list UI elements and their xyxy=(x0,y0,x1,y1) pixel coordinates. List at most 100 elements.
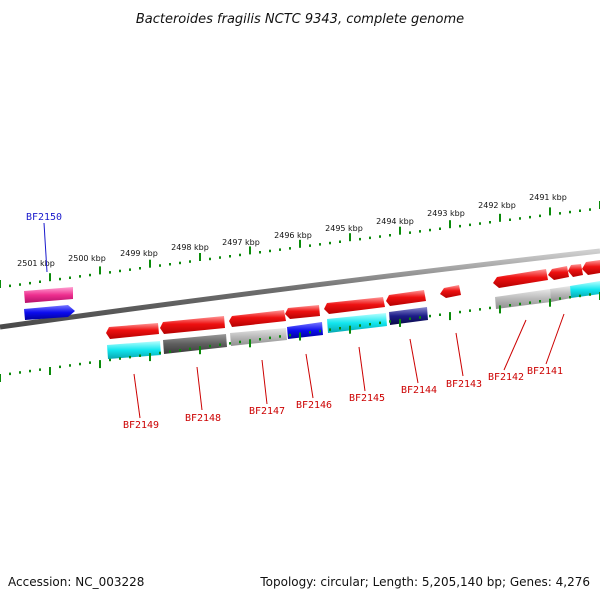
minor-tick xyxy=(419,316,421,319)
major-tick xyxy=(49,367,51,375)
gene-arrow[interactable] xyxy=(440,285,461,298)
minor-tick xyxy=(559,212,561,215)
minor-tick xyxy=(189,347,191,351)
minor-tick xyxy=(289,247,291,250)
gene-arrow[interactable] xyxy=(106,323,159,339)
gene-arrow[interactable] xyxy=(550,286,571,302)
minor-tick xyxy=(359,324,361,327)
minor-tick xyxy=(439,227,441,230)
minor-tick xyxy=(139,267,141,270)
major-tick xyxy=(149,259,151,268)
major-tick xyxy=(499,213,501,222)
gene-arrow[interactable] xyxy=(285,305,320,319)
minor-tick xyxy=(479,222,481,225)
minor-tick xyxy=(369,323,371,326)
minor-tick xyxy=(29,369,31,373)
minor-tick xyxy=(39,368,41,371)
gene-label-bf2147[interactable]: BF2147 xyxy=(249,406,285,417)
ruler-label: 2491 kbp xyxy=(529,193,567,202)
minor-tick xyxy=(179,261,181,265)
gene-arrow[interactable] xyxy=(24,287,73,303)
genome-title: Bacteroides fragilis NCTC 9343, complete… xyxy=(136,12,464,27)
major-tick xyxy=(299,332,301,341)
minor-tick xyxy=(229,255,231,258)
gene-arrow[interactable] xyxy=(107,341,161,359)
minor-tick xyxy=(129,268,131,271)
gene-arrow[interactable] xyxy=(327,313,387,333)
minor-tick xyxy=(379,321,381,325)
gene-label-bf2143[interactable]: BF2143 xyxy=(446,379,482,390)
ruler-label: 2494 kbp xyxy=(376,217,414,226)
gene-label-bf2149[interactable]: BF2149 xyxy=(123,420,159,431)
gene-arrow[interactable] xyxy=(493,269,548,288)
gene-label-bf2146[interactable]: BF2146 xyxy=(296,400,332,411)
gene-arrow[interactable] xyxy=(570,281,600,298)
major-tick xyxy=(299,239,301,248)
minor-tick xyxy=(239,340,241,344)
label-leader-line xyxy=(305,353,314,399)
gene-labels: BF2149 BF2148 BF2147 BF2146 BF2145 BF214… xyxy=(123,366,563,431)
gene-arrow[interactable] xyxy=(548,266,569,280)
ruler-label: 2501 kbp xyxy=(17,259,55,268)
minor-tick xyxy=(19,371,21,374)
gene-label-bf2141[interactable]: BF2141 xyxy=(527,366,563,377)
gene-arrow[interactable] xyxy=(568,264,583,277)
gene-arrow[interactable] xyxy=(229,310,286,327)
gene-arrow[interactable] xyxy=(160,316,225,334)
minor-tick xyxy=(239,253,241,257)
minor-tick xyxy=(219,256,221,259)
minor-tick xyxy=(409,317,411,320)
minor-tick xyxy=(529,215,531,219)
major-tick xyxy=(549,298,551,307)
gene-label-bf2150[interactable]: BF2150 xyxy=(26,212,62,223)
gene-arrow[interactable] xyxy=(163,334,227,354)
minor-tick xyxy=(289,333,291,337)
minor-tick xyxy=(189,260,191,263)
minor-tick xyxy=(259,338,261,341)
gene-arrow[interactable] xyxy=(24,305,75,320)
major-tick xyxy=(449,220,451,229)
gene-arrow[interactable] xyxy=(287,322,323,339)
minor-tick xyxy=(509,304,511,307)
minor-tick xyxy=(79,275,81,278)
major-tick xyxy=(0,374,1,382)
minor-tick xyxy=(309,331,311,334)
minor-tick xyxy=(539,214,541,218)
major-tick xyxy=(549,207,551,216)
major-tick xyxy=(0,280,1,288)
ruler-label: 2497 kbp xyxy=(222,238,260,247)
ruler-label: 2498 kbp xyxy=(171,243,209,252)
minor-tick xyxy=(339,327,341,330)
minor-tick xyxy=(89,361,91,364)
gene-arrow[interactable] xyxy=(324,297,385,314)
minor-tick xyxy=(109,358,111,362)
minor-tick xyxy=(519,302,521,306)
gene-arrow[interactable] xyxy=(230,328,287,346)
label-leader-line xyxy=(358,346,366,392)
gene-arrow[interactable] xyxy=(495,289,551,309)
minor-tick xyxy=(329,328,331,331)
major-tick xyxy=(399,318,401,327)
gene-label-bf2144[interactable]: BF2144 xyxy=(401,385,437,396)
gene-arrow[interactable] xyxy=(582,260,600,275)
minor-tick xyxy=(379,235,381,238)
minor-tick xyxy=(459,224,461,228)
ruler-label: 2500 kbp xyxy=(68,254,106,263)
minor-tick xyxy=(209,257,211,261)
minor-tick xyxy=(139,354,141,357)
gene-label-bf2142[interactable]: BF2142 xyxy=(488,372,524,383)
gene-label-bf2145[interactable]: BF2145 xyxy=(349,393,385,404)
minor-tick xyxy=(9,372,11,376)
minor-tick xyxy=(259,251,261,254)
minor-tick xyxy=(589,293,591,296)
accession-text: Accession: NC_003228 xyxy=(8,575,144,589)
minor-tick xyxy=(129,355,131,359)
minor-tick xyxy=(579,294,581,298)
inner-tick-track xyxy=(0,292,600,382)
genome-summary-text: Topology: circular; Length: 5,205,140 bp… xyxy=(259,575,590,589)
gene-arrow[interactable] xyxy=(386,290,426,306)
gene-arrow[interactable] xyxy=(389,307,428,325)
minor-tick xyxy=(279,248,281,251)
gene-label-bf2148[interactable]: BF2148 xyxy=(185,413,221,424)
